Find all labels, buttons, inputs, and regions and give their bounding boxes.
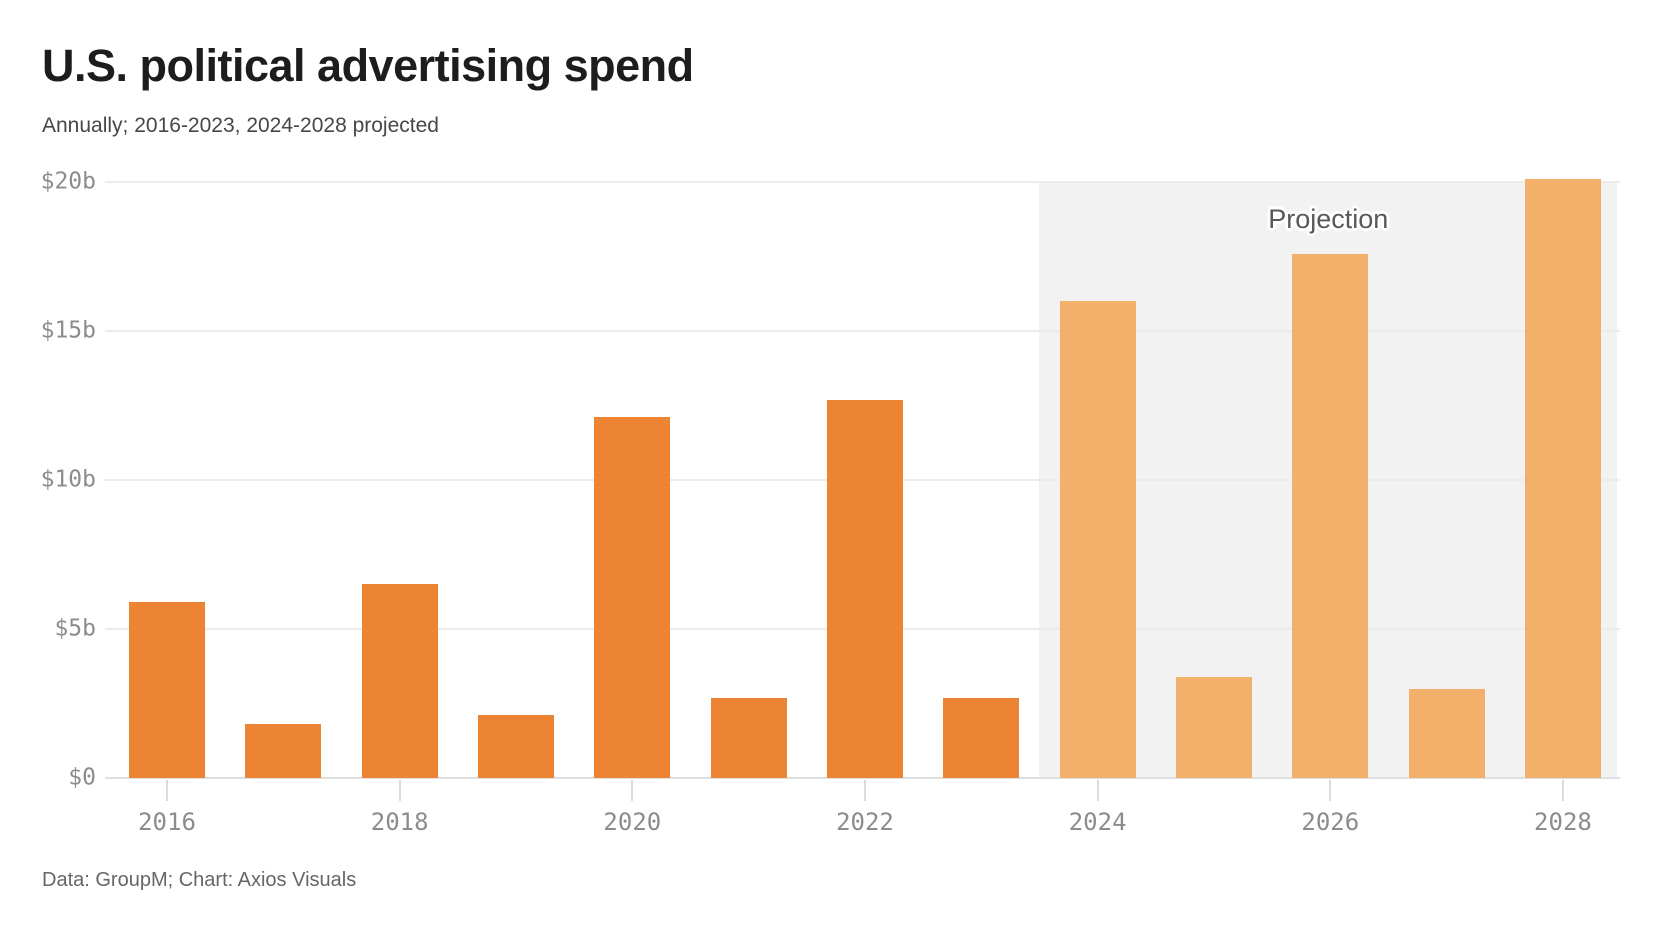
bar-2026 [1292, 253, 1369, 778]
bar-2025 [1175, 676, 1252, 778]
x-tick-2020 [631, 780, 634, 801]
bar-2021 [710, 697, 787, 778]
x-tick-2026 [1329, 780, 1332, 801]
y-axis-label-15b: $15b [40, 317, 96, 344]
x-axis-label-2020: 2020 [603, 808, 662, 836]
bar-2027 [1408, 688, 1485, 778]
source-credit: Data: GroupM; Chart: Axios Visuals [42, 869, 357, 891]
x-axis-label-2026: 2026 [1301, 808, 1360, 836]
bar-2023 [943, 697, 1020, 778]
plot-area: Projection $20b $15b $10b $5b $0 2016 2018 2020… [41, 168, 1620, 836]
y-axis-label-20b: $20b [40, 168, 96, 195]
bar-2016 [129, 602, 205, 778]
x-axis-label-2022: 2022 [836, 808, 894, 836]
bar-2028 [1524, 179, 1601, 778]
chart-title: U.S. political advertising spend [42, 40, 694, 91]
x-tick-2022 [863, 780, 866, 801]
x-tick-2028 [1561, 780, 1564, 801]
y-axis-label-10b: $10b [40, 466, 96, 493]
bar-2024 [1059, 301, 1136, 778]
y-axis-label-5b: $5b [54, 615, 96, 642]
bar-2020 [594, 417, 671, 778]
x-axis-label-2018: 2018 [370, 808, 429, 836]
x-axis-label-2016: 2016 [138, 808, 196, 836]
gridline-0 [105, 777, 1620, 779]
x-tick-2024 [1096, 780, 1099, 801]
gridline-20b [105, 181, 1620, 183]
x-axis-label-2028: 2028 [1534, 808, 1592, 836]
bar-2018 [361, 584, 438, 778]
x-tick-2016 [166, 780, 168, 801]
chart-subtitle: Annually; 2016-2023, 2024-2028 projected [42, 114, 439, 137]
bar-2022 [826, 399, 903, 778]
x-tick-2018 [398, 780, 401, 801]
y-axis-label-0: $0 [68, 764, 96, 791]
projection-annotation: Projection [1268, 204, 1389, 234]
bar-2017 [245, 724, 322, 778]
bar-2019 [477, 715, 554, 778]
gridline-15b [105, 330, 1620, 332]
x-axis-label-2024: 2024 [1068, 808, 1127, 836]
